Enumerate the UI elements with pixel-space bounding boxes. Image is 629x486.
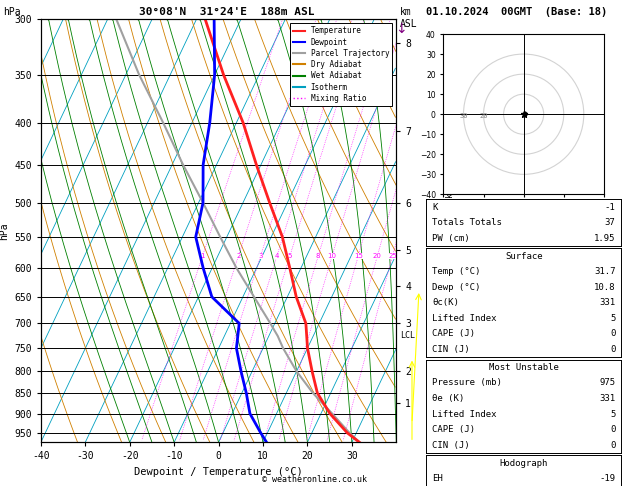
Text: PW (cm): PW (cm): [432, 234, 470, 243]
Text: ASL: ASL: [399, 19, 417, 30]
Text: 8: 8: [316, 253, 320, 259]
Text: CAPE (J): CAPE (J): [432, 425, 476, 434]
Text: 5: 5: [610, 410, 616, 418]
Text: 0: 0: [610, 441, 616, 450]
Text: hPa: hPa: [3, 7, 21, 17]
Text: 37: 37: [605, 218, 616, 227]
Text: LCL: LCL: [400, 331, 415, 341]
Text: Totals Totals: Totals Totals: [432, 218, 502, 227]
X-axis label: kt: kt: [443, 217, 454, 226]
Text: 30: 30: [459, 113, 468, 119]
Text: 331: 331: [599, 394, 616, 403]
Text: 5: 5: [287, 253, 292, 259]
Text: CAPE (J): CAPE (J): [432, 330, 476, 338]
Text: km: km: [399, 7, 411, 17]
Y-axis label: Mixing Ratio (g/kg): Mixing Ratio (g/kg): [446, 183, 455, 278]
Text: 30°08'N  31°24'E  188m ASL: 30°08'N 31°24'E 188m ASL: [138, 7, 314, 17]
Text: 25: 25: [388, 253, 397, 259]
Text: Pressure (mb): Pressure (mb): [432, 379, 502, 387]
Text: © weatheronline.co.uk: © weatheronline.co.uk: [262, 474, 367, 484]
Text: 4: 4: [275, 253, 279, 259]
Text: -1: -1: [605, 203, 616, 211]
Text: 20: 20: [373, 253, 382, 259]
Text: 5: 5: [610, 314, 616, 323]
Text: 975: 975: [599, 379, 616, 387]
Text: -19: -19: [599, 474, 616, 483]
Text: 20: 20: [479, 113, 488, 119]
Text: CIN (J): CIN (J): [432, 441, 470, 450]
Text: 01.10.2024  00GMT  (Base: 18): 01.10.2024 00GMT (Base: 18): [426, 7, 608, 17]
Text: 0: 0: [610, 330, 616, 338]
Text: θe (K): θe (K): [432, 394, 465, 403]
Text: 15: 15: [353, 253, 363, 259]
Y-axis label: hPa: hPa: [0, 222, 9, 240]
Text: 331: 331: [599, 298, 616, 307]
Text: K: K: [432, 203, 438, 211]
Text: 1.95: 1.95: [594, 234, 616, 243]
Text: 10: 10: [328, 253, 337, 259]
Text: Temp (°C): Temp (°C): [432, 267, 481, 276]
Text: Lifted Index: Lifted Index: [432, 410, 497, 418]
Text: EH: EH: [432, 474, 443, 483]
Text: 0: 0: [610, 345, 616, 354]
Text: 2: 2: [237, 253, 241, 259]
X-axis label: Dewpoint / Temperature (°C): Dewpoint / Temperature (°C): [134, 467, 303, 477]
Text: Hodograph: Hodograph: [500, 459, 548, 468]
Text: ↓: ↓: [396, 22, 407, 36]
Text: 31.7: 31.7: [594, 267, 616, 276]
Text: Most Unstable: Most Unstable: [489, 363, 559, 372]
Text: 3: 3: [259, 253, 263, 259]
Text: Dewp (°C): Dewp (°C): [432, 283, 481, 292]
Text: 1: 1: [200, 253, 205, 259]
Text: θc(K): θc(K): [432, 298, 459, 307]
Text: 10.8: 10.8: [594, 283, 616, 292]
Text: CIN (J): CIN (J): [432, 345, 470, 354]
Text: Surface: Surface: [505, 252, 543, 260]
Text: Lifted Index: Lifted Index: [432, 314, 497, 323]
Legend: Temperature, Dewpoint, Parcel Trajectory, Dry Adiabat, Wet Adiabat, Isotherm, Mi: Temperature, Dewpoint, Parcel Trajectory…: [290, 23, 392, 106]
Text: 0: 0: [610, 425, 616, 434]
